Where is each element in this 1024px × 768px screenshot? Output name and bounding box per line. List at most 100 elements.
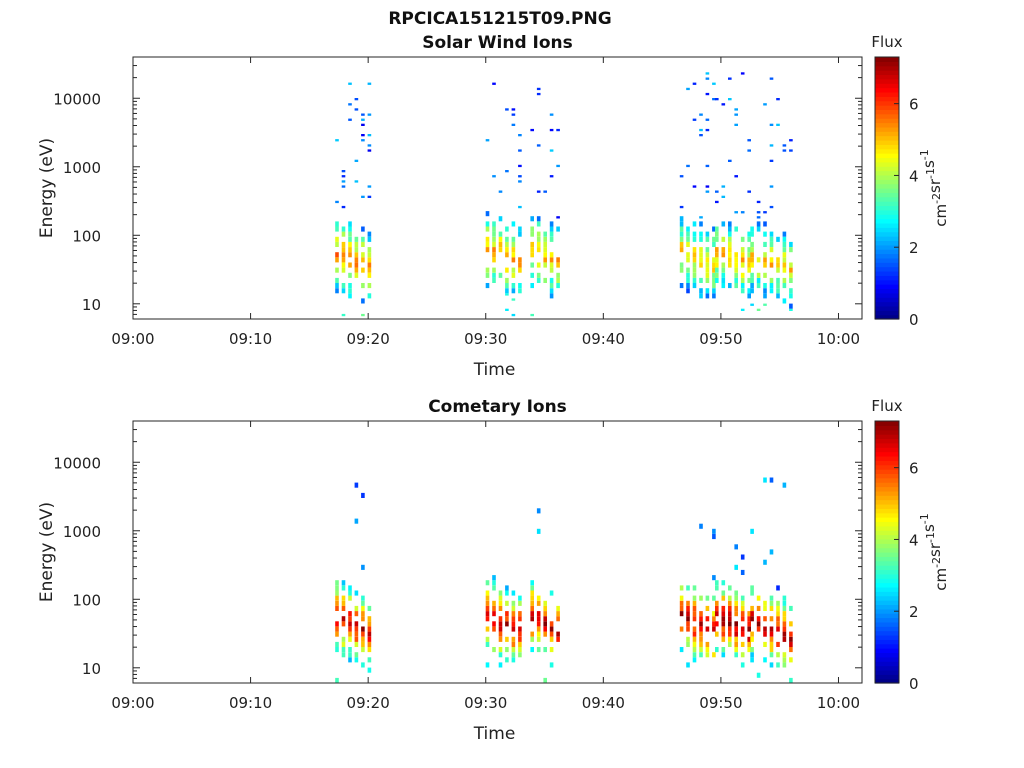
data-cell	[335, 200, 339, 204]
data-cell	[492, 221, 496, 227]
data-cell	[789, 247, 793, 253]
colorbar-segment	[875, 674, 899, 680]
data-cell	[348, 103, 352, 106]
data-cell	[536, 87, 541, 91]
data-cell	[361, 257, 365, 263]
data-cell	[750, 252, 754, 258]
data-cell	[679, 600, 684, 606]
colorbar-tick-label: 6	[909, 96, 919, 114]
data-cell	[692, 236, 697, 242]
data-cell	[705, 272, 710, 278]
data-cell	[699, 252, 703, 258]
colorbar-segment	[875, 96, 899, 102]
colorbar-segment	[875, 83, 899, 89]
x-tick-label: 09:40	[582, 330, 625, 348]
data-cell	[782, 626, 787, 632]
data-cell	[498, 241, 503, 247]
data-cell	[715, 262, 719, 268]
data-cell	[549, 231, 554, 237]
data-cell	[776, 600, 780, 606]
data-cell	[492, 247, 496, 253]
data-cell	[505, 226, 509, 232]
data-cell	[769, 549, 774, 555]
data-cell	[361, 226, 365, 232]
data-cell	[511, 626, 516, 632]
colorbar-segment	[875, 192, 899, 198]
data-cell	[536, 595, 541, 601]
data-cell	[341, 616, 346, 622]
data-cell	[769, 641, 774, 647]
data-cell	[341, 647, 346, 653]
data-cell	[740, 600, 745, 606]
colorbar-segment	[875, 499, 899, 505]
data-cell	[485, 580, 490, 586]
data-cell	[361, 595, 365, 601]
data-cell	[728, 236, 732, 242]
data-cell	[740, 283, 745, 289]
data-cell	[705, 647, 710, 653]
colorbar: 0 2 4 6 Flux cm-2sr-1s-1	[871, 397, 950, 693]
data-cell	[705, 641, 710, 647]
colorbar-segment	[875, 196, 899, 202]
data-cell	[511, 288, 516, 294]
data-cell	[715, 621, 719, 627]
data-cell	[335, 605, 339, 611]
data-cell	[756, 616, 761, 622]
data-cell	[699, 595, 703, 601]
data-cell	[721, 647, 726, 653]
data-cell	[699, 288, 703, 294]
data-cell	[543, 190, 547, 193]
data-cell	[543, 616, 547, 622]
data-cell	[367, 283, 372, 289]
colorbar-segment	[875, 578, 899, 584]
data-cell	[341, 283, 346, 289]
data-cell	[498, 236, 503, 242]
data-cell	[750, 288, 754, 294]
data-cell	[511, 313, 516, 317]
data-cell	[335, 221, 339, 227]
data-cell	[692, 247, 697, 253]
data-cell	[692, 611, 697, 617]
data-cell	[335, 283, 339, 289]
data-cell	[361, 236, 365, 242]
colorbar-segment	[875, 600, 899, 605]
data-cell	[763, 600, 767, 606]
data-cell	[530, 241, 534, 247]
data-cell	[747, 252, 751, 258]
data-cell	[763, 257, 767, 263]
colorbar-segment	[875, 525, 899, 531]
data-cell	[750, 247, 754, 253]
data-cell	[721, 277, 726, 283]
data-cell	[492, 236, 496, 242]
colorbar-segment	[875, 240, 899, 246]
data-cell	[367, 626, 372, 632]
data-cell	[782, 657, 787, 663]
data-cell	[543, 257, 547, 263]
data-cell	[335, 621, 339, 627]
data-cell	[740, 72, 745, 75]
data-cell	[361, 134, 365, 137]
data-cell	[740, 308, 745, 311]
data-cell	[348, 585, 352, 591]
data-cell	[728, 636, 732, 642]
data-cell	[769, 159, 774, 162]
data-cell	[763, 293, 767, 299]
data-cell	[734, 636, 738, 642]
colorbar-segment	[875, 678, 899, 684]
data-cell	[341, 257, 346, 263]
data-cell	[361, 611, 365, 617]
data-cell	[367, 605, 372, 611]
data-cell	[367, 144, 372, 147]
data-cell	[485, 283, 490, 289]
data-cell	[728, 221, 732, 227]
colorbar-segment	[875, 552, 899, 557]
data-cell	[763, 272, 767, 278]
data-cell	[536, 647, 541, 653]
data-cell	[498, 216, 503, 222]
data-cell	[361, 195, 365, 198]
data-cell	[505, 621, 509, 627]
data-cell	[763, 303, 767, 306]
data-cell	[782, 262, 787, 268]
data-cell	[747, 267, 751, 273]
data-cell	[530, 252, 534, 258]
